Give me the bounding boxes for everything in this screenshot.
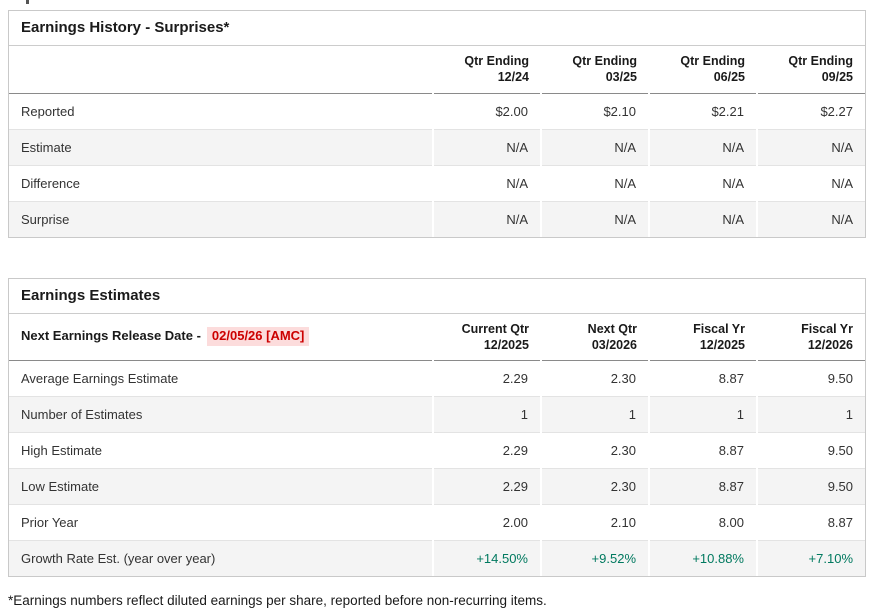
row-label: Reported [21,103,75,119]
cell-value: 2.29 [432,432,541,469]
cell-value: N/A [540,129,649,165]
cell-value: 8.87 [648,360,757,397]
cell-value: N/A [648,201,757,237]
cell-value: N/A [540,201,649,237]
empty-header-cell [9,46,433,93]
cell-value: 1 [648,396,757,433]
cell-value-growth: +7.10% [756,540,865,576]
table-row-surprise: Surprise N/A N/A N/A N/A [9,201,865,237]
table-row-number-of-estimates: Number of Estimates 1 1 1 1 [9,396,865,433]
table-row-prior-year: Prior Year 2.00 2.10 8.00 8.87 [9,504,865,541]
table-row-average-estimate: Average Earnings Estimate 2.29 2.30 8.87… [9,360,865,397]
cell-value: N/A [648,129,757,165]
table-row-estimate: Estimate N/A N/A N/A N/A [9,129,865,165]
cell-value: 2.30 [540,360,649,397]
cell-value: 2.10 [540,504,649,541]
cell-value: 1 [756,396,865,433]
earnings-history-table: Qtr Ending 12/24 Qtr Ending 03/25 Qtr En… [9,46,865,237]
cell-value: N/A [432,129,541,165]
table-row-low-estimate: Low Estimate 2.29 2.30 8.87 9.50 [9,468,865,505]
table-row-growth-rate: Growth Rate Est. (year over year) +14.50… [9,540,865,576]
cell-value: 8.87 [648,468,757,505]
footnote: *Earnings numbers reflect diluted earnin… [8,593,547,608]
column-header-qtr-1224: Qtr Ending 12/24 [464,54,529,85]
table-row-high-estimate: High Estimate 2.29 2.30 8.87 9.50 [9,432,865,469]
earnings-history-header-row: Qtr Ending 12/24 Qtr Ending 03/25 Qtr En… [9,46,865,93]
row-label: Growth Rate Est. (year over year) [21,551,216,566]
earnings-estimates-panel: Earnings Estimates Next Earnings Release… [8,277,866,577]
column-header-fiscal-yr-2025: Fiscal Yr 12/2025 [693,321,745,352]
cell-value: 9.50 [756,432,865,469]
column-header-fiscal-yr-2026: Fiscal Yr 12/2026 [801,321,853,352]
cell-value: N/A [540,165,649,201]
cell-value-growth: +9.52% [540,540,649,576]
earnings-history-panel: Earnings History - Surprises* Qtr Ending… [8,10,866,238]
column-header-next-qtr: Next Qtr 03/2026 [587,321,637,352]
column-header-qtr-0925: Qtr Ending 09/25 [788,54,853,85]
cell-value: N/A [432,165,541,201]
earnings-history-title: Earnings History - Surprises* [9,11,865,46]
release-date-label: Next Earnings Release Date - [21,328,201,344]
cell-value: 2.29 [432,360,541,397]
cell-value: 9.50 [756,360,865,397]
table-row-reported: Reported $2.00 $2.10 $2.21 $2.27 [9,93,865,129]
cell-value: N/A [756,201,865,237]
row-label: Low Estimate [21,479,100,494]
column-header-qtr-0325: Qtr Ending 03/25 [572,54,637,85]
earnings-estimates-table: Next Earnings Release Date - 02/05/26 [AM… [9,314,865,576]
cell-value: $2.27 [756,93,865,129]
cell-value: 2.30 [540,432,649,469]
row-label: Surprise [21,211,70,227]
cell-value: 9.50 [756,468,865,505]
cell-value: 8.00 [648,504,757,541]
cell-value: 1 [540,396,649,433]
row-label: Number of Estimates [21,407,143,422]
cell-value-growth: +14.50% [432,540,541,576]
cropped-text-artifact [26,0,29,4]
earnings-estimates-title: Earnings Estimates [9,279,865,314]
row-label: High Estimate [21,443,102,458]
cell-value: 2.30 [540,468,649,505]
cell-value: $2.21 [648,93,757,129]
cell-value: $2.10 [540,93,649,129]
cell-value-growth: +10.88% [648,540,757,576]
cell-value: 2.29 [432,468,541,505]
cell-value: $2.00 [432,93,541,129]
table-row-difference: Difference N/A N/A N/A N/A [9,165,865,201]
release-date-highlight: 02/05/26 [AMC] [206,327,310,347]
row-label: Prior Year [21,515,79,530]
cell-value: 8.87 [756,504,865,541]
column-header-qtr-0625: Qtr Ending 06/25 [680,54,745,85]
cell-value: N/A [756,165,865,201]
cell-value: 2.00 [432,504,541,541]
cell-value: 8.87 [648,432,757,469]
column-header-current-qtr: Current Qtr 12/2025 [461,321,529,352]
cell-value: N/A [756,129,865,165]
row-label: Average Earnings Estimate [21,371,179,386]
cell-value: N/A [648,165,757,201]
cell-value: 1 [432,396,541,433]
release-date-cell: Next Earnings Release Date - 02/05/26 [AM… [9,314,433,361]
cell-value: N/A [432,201,541,237]
row-label: Difference [21,175,81,191]
row-label: Estimate [21,139,72,155]
earnings-estimates-header-row: Next Earnings Release Date - 02/05/26 [AM… [9,314,865,361]
